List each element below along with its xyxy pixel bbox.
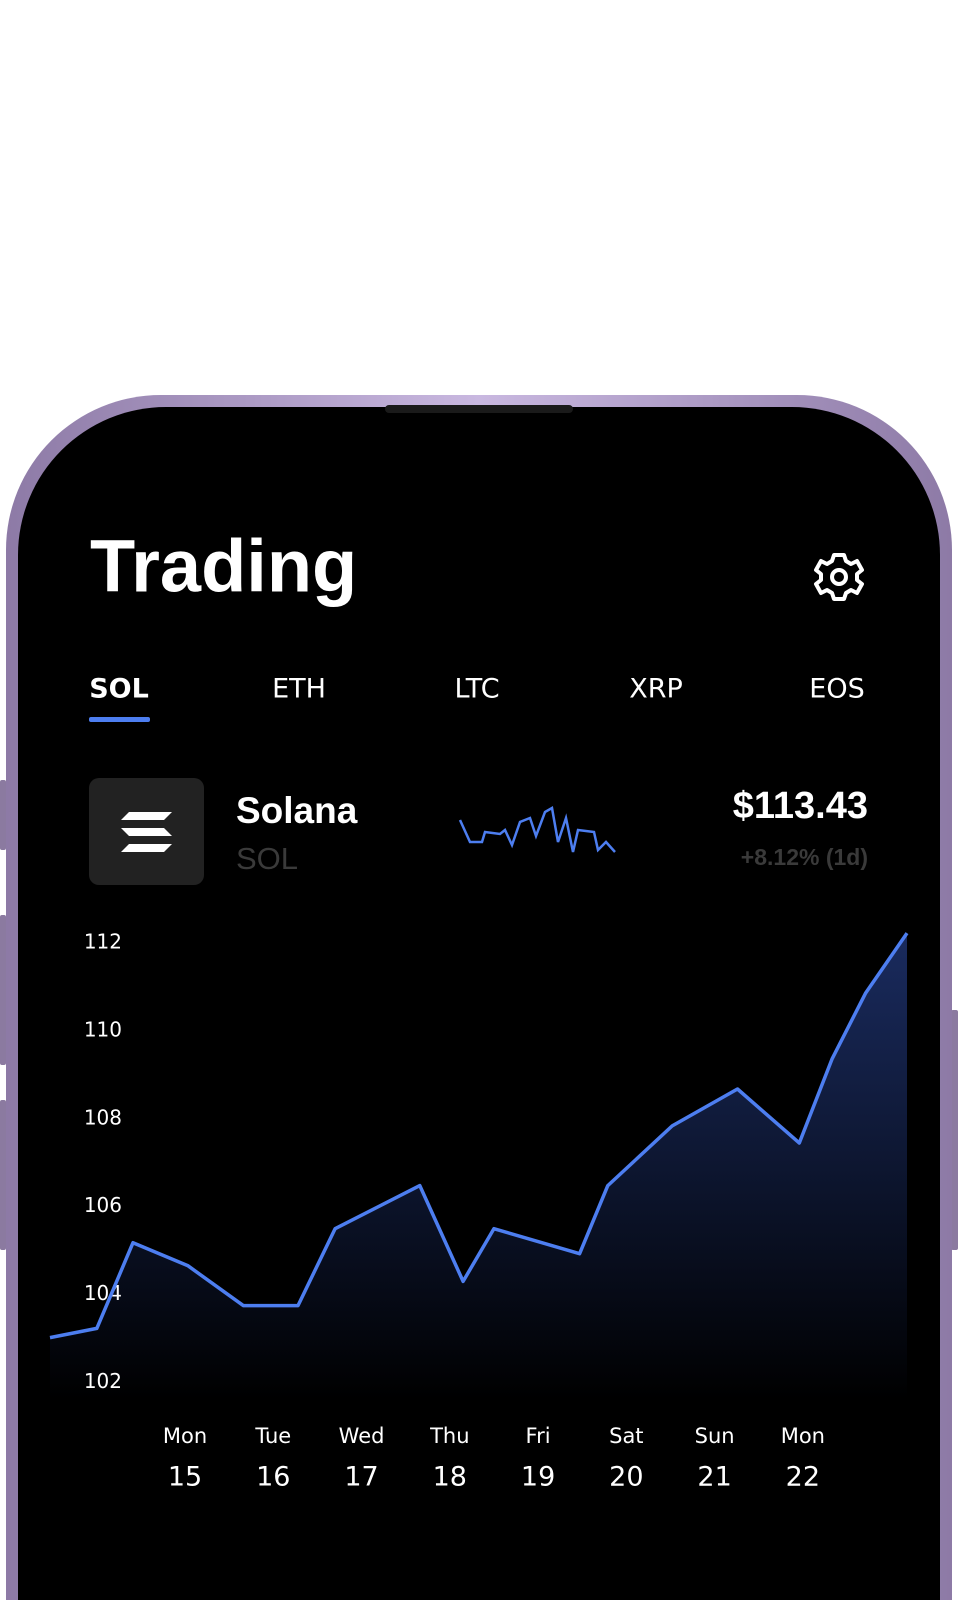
day-weekday: Thu [429,1424,469,1448]
y-tick-label: 110 [84,1018,122,1042]
tab[interactable]: LTC [454,674,499,705]
day-date: 15 [168,1462,202,1493]
day-date: 18 [433,1462,467,1493]
solana-icon [121,812,172,852]
tab-bar: SOL ETH LTC XRP EOS [89,674,865,722]
asset-name: Solana [236,790,358,831]
day-date: 20 [609,1462,643,1493]
sparkline [458,806,616,853]
day-weekday: Fri [526,1424,551,1448]
settings-button[interactable] [814,553,864,601]
day-weekday: Mon [781,1424,825,1448]
price-area [50,933,907,1400]
asset-change: +8.12% (1d) [741,844,868,870]
tab[interactable]: ETH [272,674,326,705]
tab[interactable]: EOS [809,674,864,705]
day-date: 17 [344,1462,378,1493]
tab[interactable]: SOL [89,674,149,705]
day-weekday: Mon [163,1424,207,1448]
price-line [49,932,909,1340]
day-weekday: Sat [609,1424,643,1448]
tab-indicator [89,717,150,722]
day-weekday: Sun [695,1424,735,1448]
day-weekday: Wed [339,1424,385,1448]
asset-row[interactable]: Solana SOL $113.43 +8.12% (1d) [89,778,868,885]
day-date: 22 [786,1462,820,1493]
y-tick-label: 102 [84,1369,122,1393]
day-date: 21 [697,1462,731,1493]
day-weekday: Tue [254,1424,291,1448]
day-date: 19 [521,1462,555,1493]
day-date: 16 [256,1462,290,1493]
asset-symbol: SOL [236,841,298,876]
asset-price: $113.43 [733,785,868,827]
price-chart: 102104106108110112Mon15Tue16Wed17Thu18Fr… [49,930,909,1493]
y-tick-label: 106 [84,1193,122,1217]
y-tick-label: 112 [84,930,122,954]
y-tick-label: 108 [84,1105,122,1129]
page-title: Trading [90,525,357,608]
tab[interactable]: XRP [629,674,683,705]
